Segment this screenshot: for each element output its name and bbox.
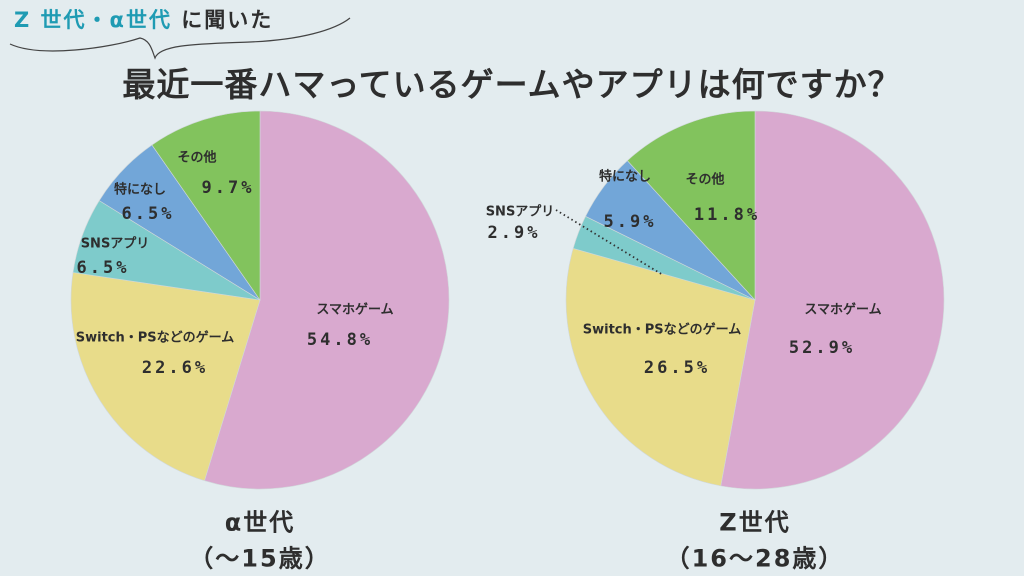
pie-slice-1 — [70, 272, 261, 482]
pie-subtitle-z: （16～28歳） — [665, 544, 845, 573]
label-other: その他 — [177, 150, 217, 166]
pie-z-generation — [565, 110, 945, 490]
value-nothing: 5.9% — [603, 212, 657, 232]
value-nothing: 6.5% — [121, 204, 175, 224]
page-title: 最近一番ハマっているゲームやアプリは何ですか？ — [122, 65, 902, 104]
sns-leader-line — [555, 209, 664, 276]
subtitle-underline — [9, 17, 351, 60]
label-console-game: Switch・PSなどのゲーム — [75, 330, 235, 346]
value-console-game: 26.5% — [643, 358, 711, 378]
label-smartphone-game: スマホゲーム — [804, 302, 882, 318]
pie-slice-4 — [626, 110, 756, 301]
value-console-game: 22.6% — [141, 358, 209, 378]
subtitle: Z 世代・α世代 に聞いた — [14, 8, 274, 32]
value-smartphone-game: 54.8% — [306, 330, 374, 350]
label-sns-app: SNSアプリ — [485, 204, 555, 220]
pie-alpha-generation — [70, 110, 450, 490]
pie-title-z: Z世代 — [719, 508, 791, 537]
label-sns-app: SNSアプリ — [80, 236, 150, 252]
value-other: 11.8% — [693, 205, 761, 225]
value-sns-app: 6.5% — [76, 258, 130, 278]
label-other: その他 — [685, 172, 725, 188]
pie-slice-0 — [204, 110, 450, 490]
value-sns-app: 2.9% — [487, 223, 541, 243]
pie-slice-4 — [151, 110, 261, 301]
pie-subtitle-alpha: （～15歳） — [189, 544, 331, 573]
pie-slice-0 — [720, 110, 945, 490]
pie-slice-1 — [565, 248, 756, 487]
label-nothing: 特になし — [598, 169, 652, 185]
label-smartphone-game: スマホゲーム — [316, 302, 394, 318]
value-smartphone-game: 52.9% — [788, 338, 856, 358]
label-nothing: 特になし — [113, 182, 167, 198]
value-other: 9.7% — [201, 178, 255, 198]
label-console-game: Switch・PSなどのゲーム — [582, 322, 742, 338]
pie-title-alpha: α世代 — [224, 508, 296, 537]
